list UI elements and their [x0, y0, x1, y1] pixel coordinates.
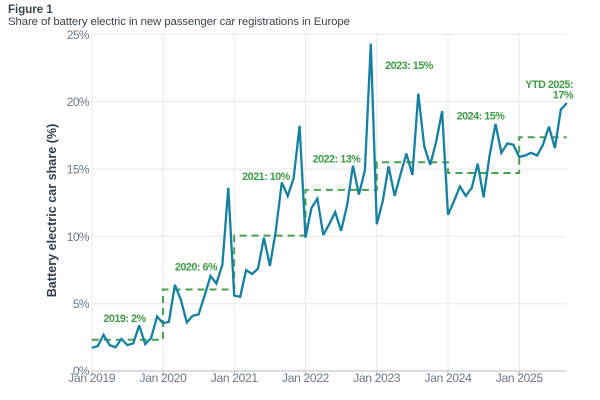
svg-text:25%: 25% — [67, 28, 90, 42]
svg-text:2019: 2%: 2019: 2% — [103, 313, 146, 325]
svg-text:2024: 15%: 2024: 15% — [457, 111, 506, 123]
svg-text:Jan 2024: Jan 2024 — [425, 371, 473, 385]
svg-text:Jan 2021: Jan 2021 — [211, 371, 259, 385]
svg-text:20%: 20% — [67, 95, 90, 109]
svg-text:Jan 2022: Jan 2022 — [282, 371, 330, 385]
svg-text:Share of battery electric in n: Share of battery electric in new passeng… — [8, 16, 350, 28]
svg-text:5%: 5% — [73, 297, 90, 311]
svg-text:2022: 13%: 2022: 13% — [313, 154, 362, 166]
svg-text:17%: 17% — [553, 90, 574, 102]
svg-text:Jan 2025: Jan 2025 — [496, 371, 544, 385]
svg-text:2021: 10%: 2021: 10% — [242, 171, 291, 183]
svg-text:Jan 2020: Jan 2020 — [140, 371, 188, 385]
svg-text:0%: 0% — [73, 364, 90, 378]
svg-text:2023: 15%: 2023: 15% — [385, 60, 434, 72]
svg-text:Battery electric car share (%): Battery electric car share (%) — [45, 124, 59, 298]
svg-text:Jan 2019: Jan 2019 — [68, 371, 116, 385]
svg-text:2020: 6%: 2020: 6% — [175, 262, 218, 274]
svg-text:10%: 10% — [67, 230, 90, 244]
svg-text:YTD 2025:: YTD 2025: — [525, 79, 573, 91]
svg-text:15%: 15% — [67, 163, 90, 177]
svg-text:Jan 2023: Jan 2023 — [353, 371, 401, 385]
svg-text:Figure 1: Figure 1 — [8, 4, 53, 16]
